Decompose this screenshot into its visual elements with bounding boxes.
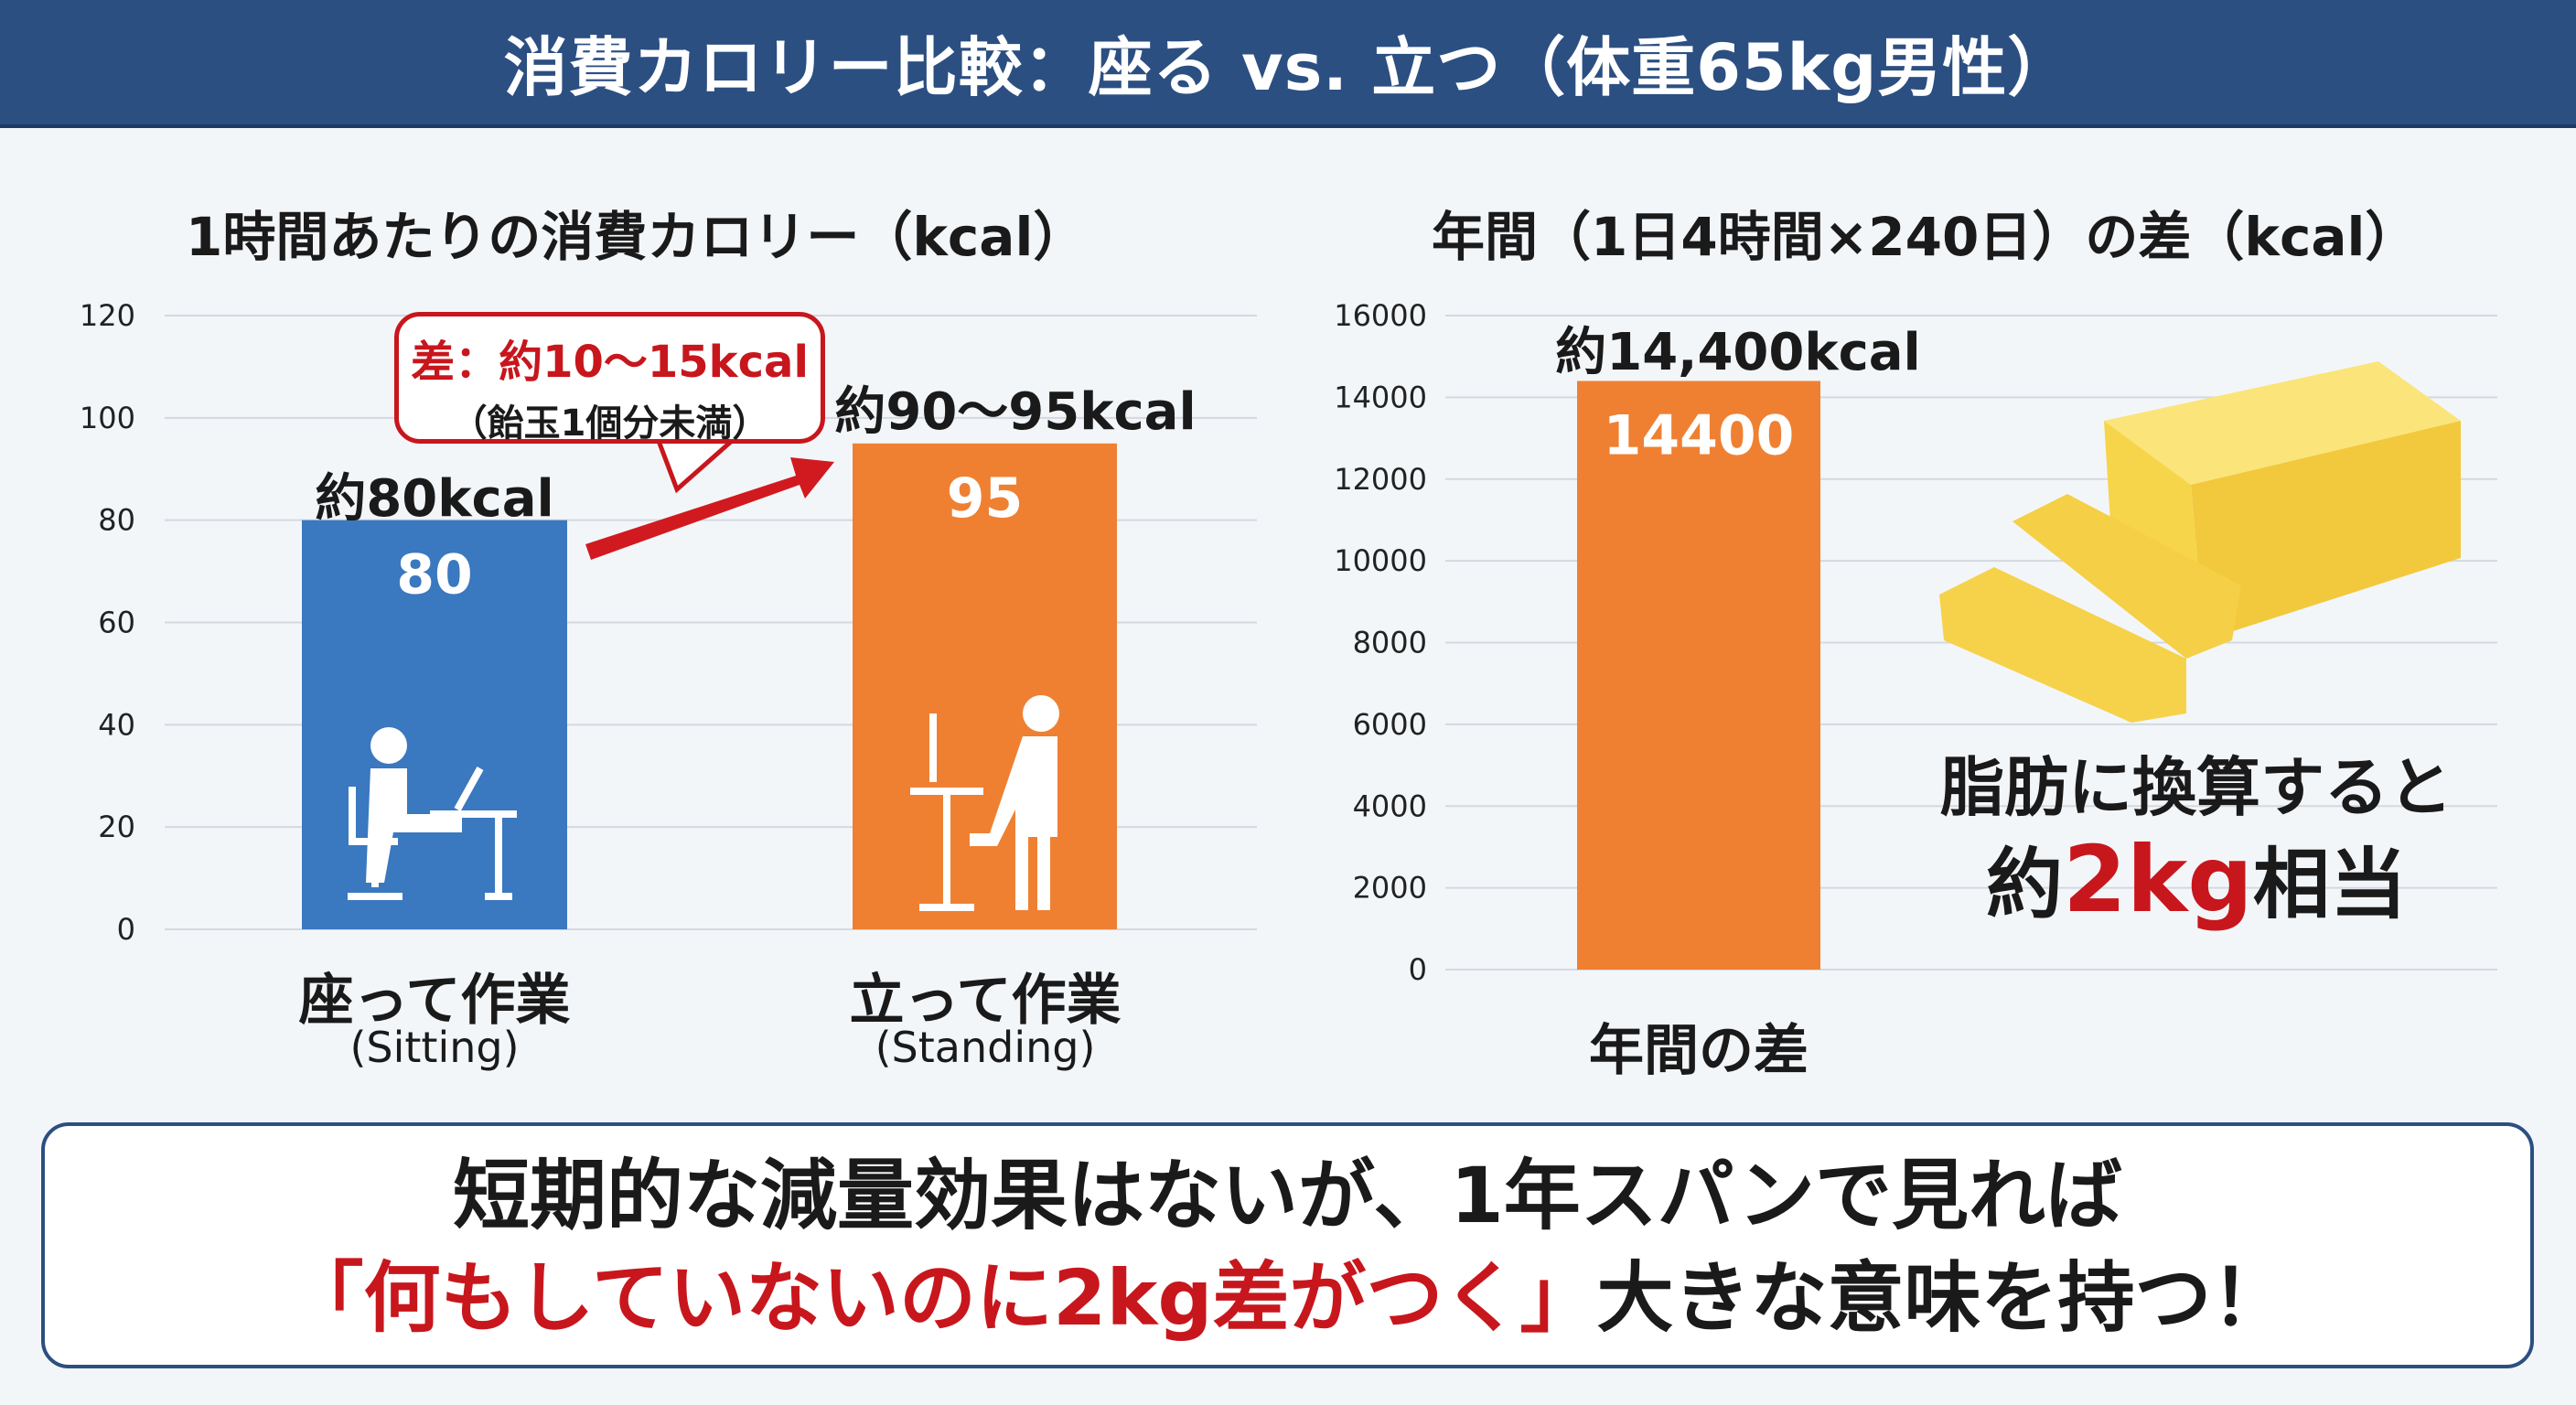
right-chart-title: 年間（1日4時間×240日）の差（kcal） bbox=[1432, 206, 2419, 268]
conclusion-line-1: 短期的な減量効果はないが、1年スパンで見れば bbox=[453, 1151, 2122, 1240]
callout-difference: 差：約10〜15kcal bbox=[411, 337, 809, 388]
desk bbox=[910, 713, 983, 911]
butter-top bbox=[2104, 361, 2461, 485]
y-tick-label: 120 bbox=[80, 298, 135, 333]
sitting-category-sublabel: (Sitting) bbox=[349, 1023, 520, 1072]
standing-category-label: 立って作業 bbox=[849, 969, 1122, 1033]
y-tick-label: 4000 bbox=[1353, 788, 1427, 823]
y-tick-label: 100 bbox=[80, 401, 135, 435]
annual-top-label: 約14,400kcal bbox=[1555, 323, 1921, 382]
y-tick-label: 8000 bbox=[1353, 626, 1427, 660]
butter-block-icon bbox=[1939, 361, 2461, 723]
sitting-top-label: 約80kcal bbox=[315, 469, 554, 529]
head bbox=[370, 727, 407, 764]
body bbox=[366, 768, 462, 883]
chair bbox=[348, 787, 402, 900]
desk bbox=[430, 767, 517, 900]
conclusion-box: 短期的な減量効果はないが、1年スパンで見れば 「何もしていないのに2kg差がつく… bbox=[41, 1122, 2534, 1368]
data-label: 95 bbox=[947, 467, 1024, 531]
butter-front bbox=[2191, 421, 2461, 640]
y-tick-label: 0 bbox=[117, 912, 135, 947]
y-tick-label: 2000 bbox=[1353, 871, 1427, 906]
butter-slice-2 bbox=[1939, 567, 2186, 723]
data-label: 80 bbox=[396, 543, 473, 607]
sitting-person-laptop-icon bbox=[348, 727, 517, 900]
y-tick-label: 10000 bbox=[1334, 543, 1427, 578]
y-tick-label: 14000 bbox=[1334, 380, 1427, 414]
callout-tail bbox=[656, 439, 734, 494]
y-tick-label: 12000 bbox=[1334, 462, 1427, 497]
fat-prefix: 約 bbox=[1986, 840, 2064, 929]
fat-conversion-label: 脂肪に換算すると bbox=[1940, 750, 2453, 825]
fat-amount: 2kg bbox=[2063, 826, 2253, 933]
bar-座って作業 bbox=[302, 520, 567, 929]
increase-arrow-icon bbox=[585, 457, 834, 560]
y-tick-label: 16000 bbox=[1334, 298, 1427, 333]
annual-category-label: 年間の差 bbox=[1589, 1019, 1809, 1083]
conclusion-line-2: 大きな意味を持つ！ bbox=[1596, 1253, 2289, 1343]
standing-top-label: 約90〜95kcal bbox=[834, 382, 1197, 442]
y-tick-label: 6000 bbox=[1353, 707, 1427, 742]
head bbox=[1023, 695, 1059, 732]
y-tick-label: 80 bbox=[98, 503, 135, 538]
butter-slice-1 bbox=[2012, 494, 2241, 659]
header-banner: 消費カロリー比較：座る vs. 立つ（体重65kg男性） bbox=[0, 0, 2576, 128]
standing-category-sublabel: (Standing) bbox=[875, 1023, 1096, 1072]
page-title: 消費カロリー比較：座る vs. 立つ（体重65kg男性） bbox=[503, 29, 2073, 105]
difference-callout: 差：約10〜15kcal （飴玉1個分未満） bbox=[394, 312, 825, 445]
fat-equivalent: 約2kg相当 bbox=[1986, 823, 2407, 934]
y-tick-label: 60 bbox=[98, 606, 135, 640]
bar-立って作業 bbox=[853, 443, 1117, 930]
fat-suffix: 相当 bbox=[2252, 840, 2407, 929]
conclusion-highlight: 「何もしていないのに2kg差がつく」 bbox=[286, 1253, 1597, 1343]
y-tick-label: 0 bbox=[1409, 952, 1427, 987]
y-tick-label: 20 bbox=[98, 810, 135, 844]
sitting-category-label: 座って作業 bbox=[298, 969, 571, 1033]
data-label: 14400 bbox=[1604, 404, 1795, 468]
left-chart-title: 1時間あたりの消費カロリー（kcal） bbox=[186, 206, 1087, 268]
bar-年間の差 bbox=[1577, 381, 1820, 970]
standing-desk-person-icon bbox=[910, 695, 1059, 911]
body bbox=[970, 736, 1057, 910]
callout-note: （飴玉1個分未満） bbox=[450, 402, 769, 445]
y-tick-label: 40 bbox=[98, 707, 135, 742]
